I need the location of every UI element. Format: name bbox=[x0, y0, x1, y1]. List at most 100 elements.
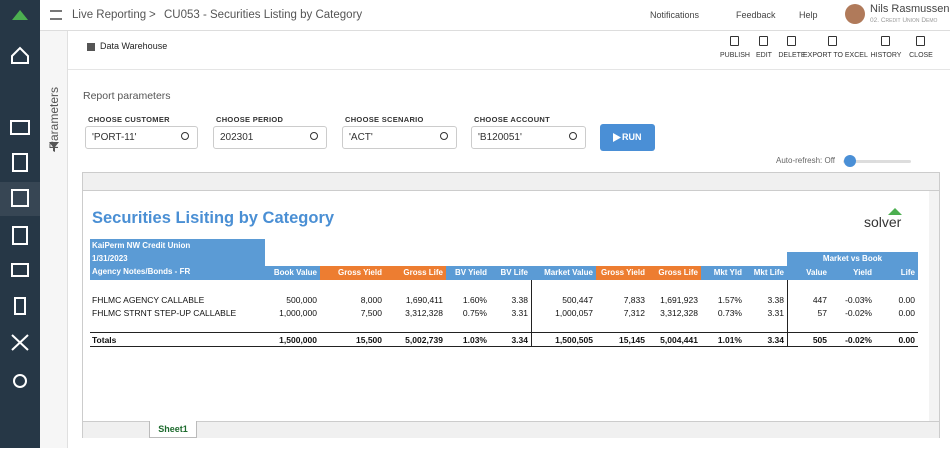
toolbar-button[interactable]: DELETE bbox=[778, 52, 806, 59]
avatar[interactable] bbox=[845, 4, 865, 24]
field-input[interactable]: 'B120051' bbox=[471, 126, 586, 149]
user-org: 02. Credit Union Demo bbox=[870, 17, 938, 24]
frame-scroll bbox=[929, 191, 939, 421]
auto-refresh-toggle[interactable] bbox=[843, 160, 911, 163]
totals-cell: 15,145 bbox=[619, 335, 645, 345]
menu-icon[interactable] bbox=[50, 10, 62, 20]
field-input[interactable]: 'PORT-11' bbox=[85, 126, 198, 149]
cell: 1,000,057 bbox=[555, 308, 593, 318]
logo: solver bbox=[864, 214, 902, 230]
column-header: Mkt Yld bbox=[701, 266, 745, 280]
cell: 7,312 bbox=[623, 308, 645, 318]
column-header: Value bbox=[787, 266, 830, 280]
row-label: FHLMC AGENCY CALLABLE bbox=[92, 295, 205, 305]
column-divider bbox=[531, 280, 532, 346]
cell: 1,691,923 bbox=[660, 295, 698, 305]
totals-cell: 1,500,000 bbox=[279, 335, 317, 345]
sheet-tab[interactable]: Sheet1 bbox=[149, 421, 197, 438]
cell: 3.31 bbox=[767, 308, 784, 318]
header-line: 1/31/2023 bbox=[92, 254, 128, 263]
totals-cell: 15,500 bbox=[356, 335, 382, 345]
breadcrumb-separator: > bbox=[149, 9, 156, 21]
totals-cell: 3.34 bbox=[511, 335, 528, 345]
cell: 3.38 bbox=[511, 295, 528, 305]
column-header: Yield bbox=[830, 266, 875, 280]
cell: 3,312,328 bbox=[405, 308, 443, 318]
help[interactable]: Help bbox=[799, 10, 818, 20]
user-name[interactable]: Nils Rasmussen bbox=[870, 3, 950, 15]
column-header: BV Yield bbox=[446, 266, 490, 280]
data-source[interactable]: Data Warehouse bbox=[100, 41, 168, 51]
sidebar-icons bbox=[0, 10, 40, 388]
cell: 0.00 bbox=[898, 308, 915, 318]
notifications[interactable]: Notifications bbox=[650, 10, 700, 20]
totals-cell: 1,500,505 bbox=[555, 335, 593, 345]
search-icon[interactable] bbox=[440, 132, 448, 140]
cell: 1.60% bbox=[462, 295, 487, 305]
totals-cell: 5,004,441 bbox=[660, 335, 698, 345]
column-header: Book Value bbox=[265, 266, 320, 280]
column-header: Gross Life bbox=[385, 266, 446, 280]
toolbar-icon[interactable] bbox=[730, 36, 739, 46]
header-block bbox=[90, 239, 265, 280]
toolbar-button[interactable]: EXPORT TO EXCEL bbox=[803, 52, 868, 59]
toolbar-icon[interactable] bbox=[787, 36, 796, 46]
toggle-knob[interactable] bbox=[844, 155, 856, 167]
frame-bottom bbox=[83, 421, 939, 438]
cell: 7,833 bbox=[623, 295, 645, 305]
column-header: BV Life bbox=[490, 266, 531, 280]
search-icon[interactable] bbox=[569, 132, 577, 140]
toolbar-icon[interactable] bbox=[881, 36, 890, 46]
column-header: Gross Life bbox=[648, 266, 701, 280]
auto-refresh: Auto-refresh: Off bbox=[776, 156, 835, 165]
row-label: FHLMC STRNT STEP-UP CALLABLE bbox=[92, 308, 237, 318]
report-parameters-title[interactable]: Report parameters bbox=[83, 90, 171, 102]
cell: 500,000 bbox=[286, 295, 317, 305]
totals-cell: 1.01% bbox=[717, 335, 742, 345]
search-icon[interactable] bbox=[310, 132, 318, 140]
totals-cell: -0.02% bbox=[845, 335, 872, 345]
db-icon bbox=[87, 43, 95, 51]
cell: 8,000 bbox=[360, 295, 382, 305]
header-line: KaiPerm NW Credit Union bbox=[92, 241, 191, 250]
column-header: Life bbox=[875, 266, 918, 280]
cell: 3.38 bbox=[767, 295, 784, 305]
totals-cell: 505 bbox=[812, 335, 827, 345]
toolbar-button[interactable]: CLOSE bbox=[909, 52, 933, 59]
field-label: CHOOSE PERIOD bbox=[216, 115, 284, 124]
field-input[interactable]: 'ACT' bbox=[342, 126, 457, 149]
breadcrumb-section[interactable]: Live Reporting bbox=[72, 9, 147, 21]
toolbar-icon[interactable] bbox=[759, 36, 768, 46]
toolbar-icon[interactable] bbox=[828, 36, 837, 46]
logo-mark bbox=[888, 208, 902, 215]
run-label: RUN bbox=[622, 132, 642, 142]
run-button[interactable]: RUN bbox=[600, 124, 655, 151]
cell: 3.31 bbox=[511, 308, 528, 318]
totals-cell: 3.34 bbox=[767, 335, 784, 345]
cell: 0.73% bbox=[717, 308, 742, 318]
toolbar-button[interactable]: EDIT bbox=[756, 52, 772, 59]
column-divider bbox=[787, 280, 788, 346]
header-line: Agency Notes/Bonds - FR bbox=[92, 267, 191, 276]
cell: 1,000,000 bbox=[279, 308, 317, 318]
totals-cell: 5,002,739 bbox=[405, 335, 443, 345]
sidebar bbox=[0, 0, 40, 448]
field-label: CHOOSE SCENARIO bbox=[345, 115, 424, 124]
frame-top bbox=[83, 173, 939, 191]
toolbar-button[interactable]: HISTORY bbox=[870, 52, 902, 59]
column-header: Market Value bbox=[531, 266, 596, 280]
column-header: Gross Yield bbox=[320, 266, 385, 280]
filter-icon[interactable] bbox=[40, 31, 68, 171]
toolbar-button[interactable]: PUBLISH bbox=[720, 52, 750, 59]
totals-rule bbox=[90, 346, 918, 347]
cell: 7,500 bbox=[360, 308, 382, 318]
totals-cell: 0.00 bbox=[898, 335, 915, 345]
content: Data Warehouse PUBLISH EDIT DELETE EXPORT T… bbox=[68, 31, 950, 448]
toolbar-icon[interactable] bbox=[916, 36, 925, 46]
field-input[interactable]: 202301 bbox=[213, 126, 327, 149]
divider bbox=[68, 69, 950, 70]
search-icon[interactable] bbox=[181, 132, 189, 140]
toolbar: PUBLISH EDIT DELETE EXPORT TO EXCEL HISTORY C… bbox=[708, 31, 950, 69]
feedback[interactable]: Feedback bbox=[736, 10, 776, 20]
